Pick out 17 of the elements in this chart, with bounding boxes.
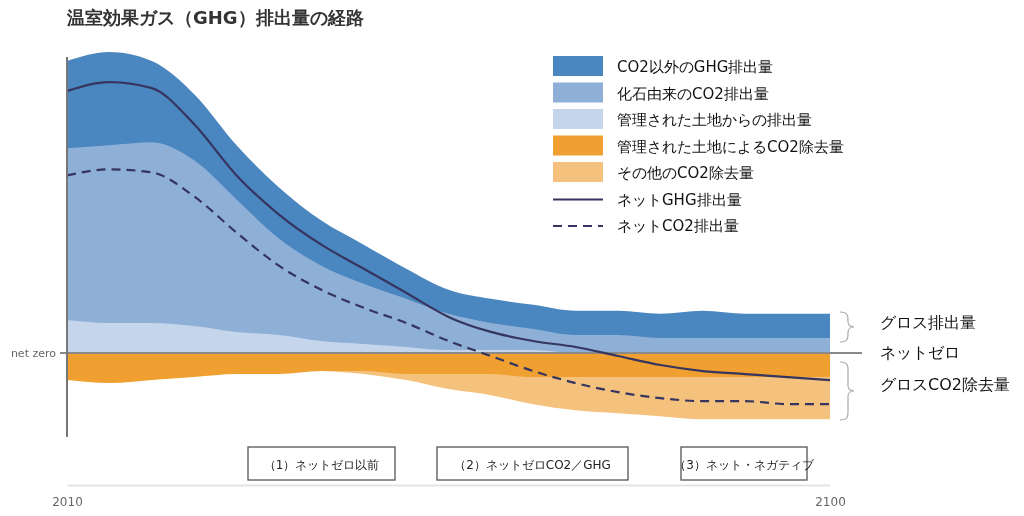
legend-label: その他のCO2除去量: [617, 164, 754, 182]
chart-title: 温室効果ガス（GHG）排出量の経路: [66, 7, 364, 28]
text: グロス排出量: [880, 313, 976, 332]
legend-label: ネットCO2排出量: [617, 217, 739, 235]
legend-label: 管理された土地からの排出量: [617, 111, 812, 129]
text: （1）ネットゼロ以前: [263, 458, 380, 472]
text: （3）ネット・ネガティブ: [674, 458, 815, 472]
legend-label: 化石由来のCO2排出量: [617, 84, 769, 103]
legend-label: 管理された土地によるCO2除去量: [617, 137, 844, 156]
x-tick-label: 2100: [815, 494, 846, 509]
text: （2）ネットゼロCO2／GHG: [454, 458, 611, 472]
text: ネットゼロ: [880, 343, 960, 362]
legend-label: ネットGHG排出量: [617, 190, 742, 209]
text: グロスCO2除去量: [880, 375, 1010, 394]
legend-label: CO2以外のGHG排出量: [617, 58, 774, 76]
x-tick-label: 2010: [52, 494, 83, 509]
ref-line-label: net zero: [10, 347, 57, 360]
